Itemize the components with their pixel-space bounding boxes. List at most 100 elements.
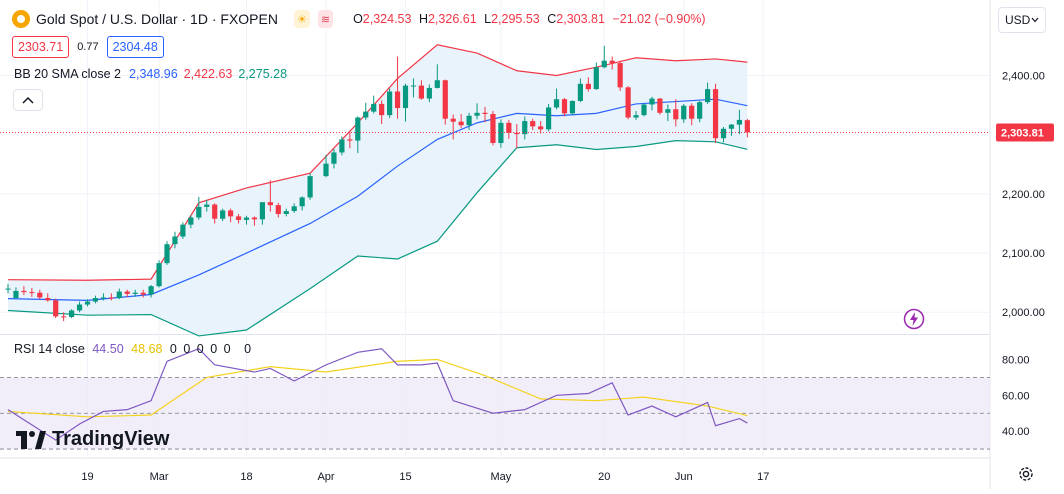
candle-body: [434, 80, 440, 88]
candle-body: [116, 291, 122, 299]
lightning-icon[interactable]: [903, 308, 925, 330]
candle-body: [609, 60, 615, 64]
candle-body: [132, 292, 138, 294]
candle-body: [164, 244, 170, 264]
time-tick-label: 17: [757, 471, 769, 483]
rsi-line: [7, 348, 748, 441]
low-key: L: [484, 12, 492, 26]
candle-body: [148, 286, 154, 295]
candle-body: [394, 91, 401, 109]
candle-body: [601, 60, 607, 68]
candle-body: [689, 105, 695, 119]
candle-body: [546, 107, 552, 130]
candle-body: [371, 103, 377, 112]
candle-body: [498, 122, 504, 143]
tradingview-logo[interactable]: TradingView: [16, 428, 169, 451]
candle-body: [204, 204, 210, 207]
candle-body: [251, 217, 258, 220]
candle-body: [530, 121, 536, 127]
candle-body: [108, 297, 114, 299]
sell-button[interactable]: 2303.71: [12, 36, 70, 58]
candle-body: [45, 298, 51, 301]
candle-body: [37, 292, 43, 298]
bollinger-lower-value: 2,275.28: [238, 67, 288, 81]
candle-body: [538, 126, 544, 130]
symbol-title[interactable]: Gold Spot / U.S. Dollar · 1D · FXOPEN: [36, 11, 278, 27]
gold-coin-icon: [12, 10, 30, 28]
candle-body: [617, 63, 623, 88]
candle-body: [259, 202, 265, 220]
candle-body: [124, 291, 130, 294]
candle-body: [712, 89, 719, 139]
rsi-legend[interactable]: RSI 14 close 44.50 48.68 0 0 0 0 0 0: [14, 342, 251, 356]
bollinger-band-fill: [8, 44, 748, 336]
candle-body: [705, 89, 711, 103]
chevron-down-icon: [1031, 17, 1039, 23]
candle-body: [61, 316, 67, 318]
candle-body: [172, 236, 178, 245]
data-status-icon[interactable]: ≋: [317, 10, 334, 28]
candle-body: [235, 216, 242, 220]
candle-body: [196, 206, 202, 218]
candle-body: [490, 113, 496, 143]
candle-body: [593, 67, 599, 90]
market-session-icon[interactable]: ☀: [293, 10, 310, 28]
candle-body: [649, 98, 655, 105]
time-tick-label: 20: [598, 471, 610, 483]
spread-value: 0.77: [77, 41, 99, 53]
candle-body: [553, 99, 560, 108]
candle-body: [5, 288, 11, 290]
candle-body: [267, 202, 273, 206]
low-value: 2,295.53: [491, 12, 540, 26]
candle-body: [561, 99, 568, 114]
candle-body: [577, 83, 583, 101]
candle-body: [291, 206, 297, 212]
bollinger-upper-value: 2,422.63: [183, 67, 233, 81]
gear-icon[interactable]: [1016, 464, 1036, 484]
rsi-tick-label: 60.00: [1002, 390, 1030, 402]
candle-body: [347, 139, 353, 141]
close-value: 2,303.81: [556, 12, 605, 26]
time-tick-label: Mar: [150, 471, 169, 483]
candle-body: [212, 204, 218, 219]
buy-button[interactable]: 2304.48: [106, 36, 164, 58]
candle-body: [307, 176, 313, 198]
candle-body: [720, 128, 727, 139]
change-value: −21.02 (−0.90%): [612, 12, 706, 26]
candle-body: [482, 112, 488, 114]
currency-selector[interactable]: USD: [998, 7, 1046, 33]
candle-body: [76, 304, 83, 311]
candle-body: [243, 217, 250, 220]
candle-body: [522, 121, 528, 135]
rsi-zero-1: 0: [169, 342, 177, 356]
candle-body: [323, 163, 329, 177]
rsi-zero-5: 0: [223, 342, 231, 356]
candle-body: [69, 310, 75, 317]
candle-body: [633, 115, 639, 118]
candle-body: [275, 205, 281, 214]
symbol-legend: Gold Spot / U.S. Dollar · 1D · FXOPEN ☀ …: [12, 8, 710, 30]
time-tick-label: 19: [81, 471, 93, 483]
candle-body: [100, 297, 106, 299]
candle-body: [736, 119, 742, 125]
candle-body: [474, 112, 480, 116]
rsi-zero-6: 0: [244, 342, 252, 356]
candle-body: [458, 121, 464, 126]
candle-body: [379, 103, 385, 116]
rsi-zero-2: 0: [183, 342, 191, 356]
bollinger-basis-line: [7, 98, 748, 302]
last-price-label: 2,303.81: [1001, 127, 1044, 139]
candle-body: [299, 197, 305, 207]
candle-body: [283, 211, 289, 214]
candle-body: [13, 290, 19, 299]
rsi-ma-value: 48.68: [131, 342, 163, 356]
bollinger-legend[interactable]: BB 20 SMA close 2 2,348.96 2,422.63 2,275.2…: [14, 67, 287, 81]
collapse-legend-button[interactable]: [13, 89, 43, 111]
candle-body: [21, 290, 27, 293]
candle-body: [585, 83, 591, 90]
time-tick-label: 15: [399, 471, 411, 483]
rsi-tick-label: 80.00: [1002, 354, 1030, 366]
candle-body: [450, 118, 456, 122]
